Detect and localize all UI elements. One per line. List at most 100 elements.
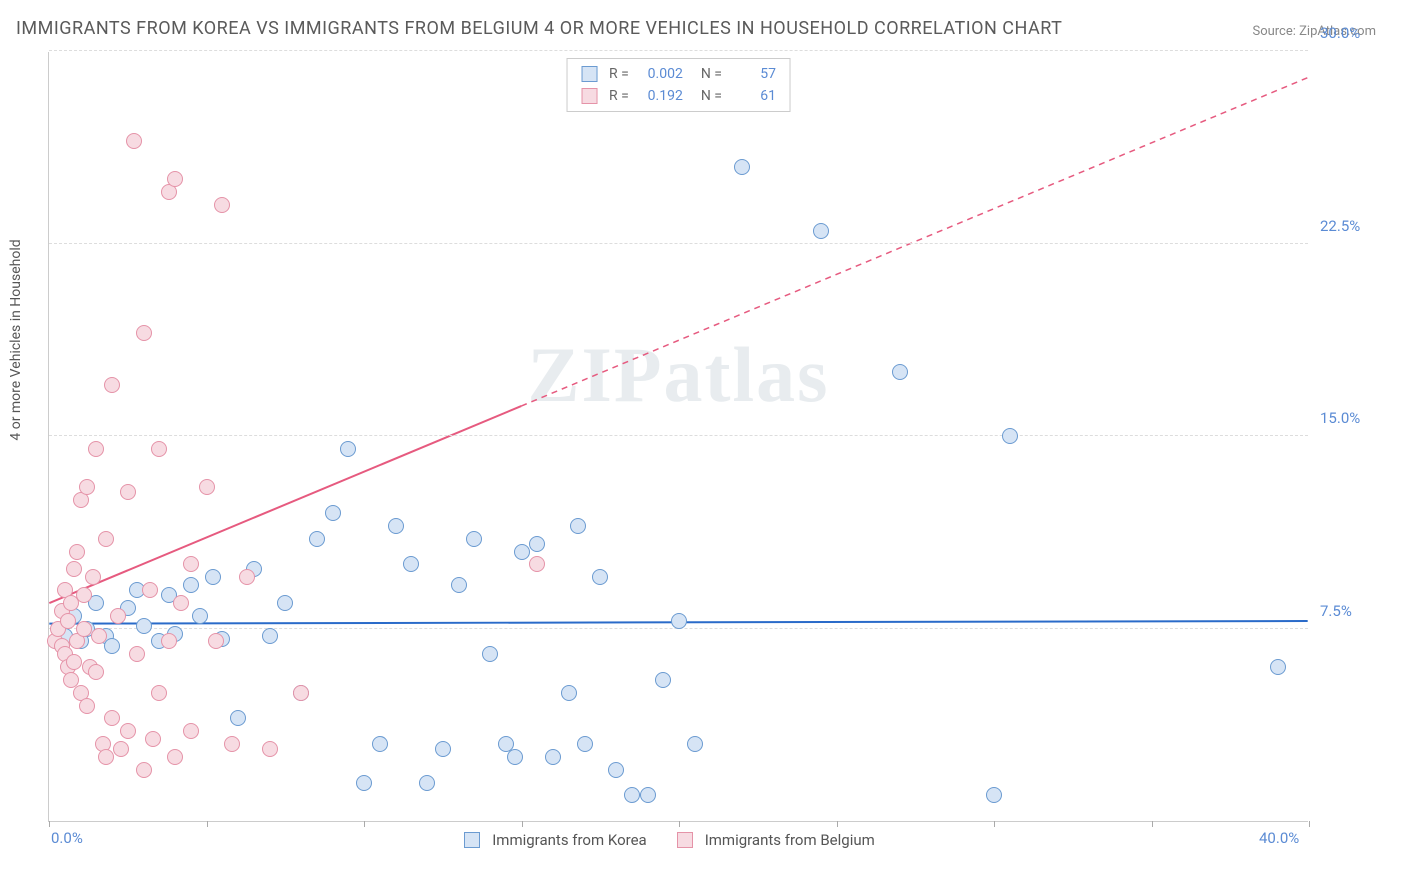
data-point: [561, 685, 577, 701]
data-point: [136, 618, 152, 634]
data-point: [208, 633, 224, 649]
x-tick: [994, 821, 995, 827]
data-point: [529, 536, 545, 552]
data-point: [592, 569, 608, 585]
data-point: [325, 505, 341, 521]
data-point: [79, 698, 95, 714]
data-point: [151, 441, 167, 457]
data-point: [183, 556, 199, 572]
data-point: [136, 325, 152, 341]
data-point: [104, 377, 120, 393]
x-tick: [49, 821, 50, 827]
data-point: [813, 223, 829, 239]
data-point: [183, 577, 199, 593]
data-point: [214, 197, 230, 213]
data-point: [66, 654, 82, 670]
stat-label: R =: [609, 63, 629, 85]
data-point: [183, 723, 199, 739]
data-point: [986, 787, 1002, 803]
data-point: [88, 441, 104, 457]
data-point: [161, 633, 177, 649]
data-point: [608, 762, 624, 778]
data-point: [514, 544, 530, 560]
x-tick: [364, 821, 365, 827]
data-point: [451, 577, 467, 593]
data-point: [88, 664, 104, 680]
stat-label: N =: [701, 85, 722, 107]
data-point: [110, 608, 126, 624]
data-point: [403, 556, 419, 572]
data-point: [167, 171, 183, 187]
n-value: 61: [728, 85, 776, 107]
data-point: [529, 556, 545, 572]
series-legend: Immigrants from KoreaImmigrants from Bel…: [49, 830, 1308, 849]
y-axis-title: 4 or more Vehicles in Household: [8, 239, 24, 440]
data-point: [230, 710, 246, 726]
data-point: [192, 608, 208, 624]
data-point: [340, 441, 356, 457]
y-tick-label: 30.0%: [1320, 24, 1380, 42]
data-point: [309, 531, 325, 547]
data-point: [640, 787, 656, 803]
data-point: [167, 749, 183, 765]
data-point: [262, 741, 278, 757]
legend-swatch: [581, 88, 597, 104]
data-point: [199, 479, 215, 495]
legend-swatch: [581, 66, 597, 82]
x-tick: [1309, 821, 1310, 827]
data-point: [507, 749, 523, 765]
data-point: [356, 775, 372, 791]
data-point: [91, 628, 107, 644]
data-point: [293, 685, 309, 701]
data-point: [205, 569, 221, 585]
stats-legend-row: R =0.192N =61: [581, 85, 776, 107]
data-point: [66, 561, 82, 577]
y-tick-label: 7.5%: [1320, 602, 1380, 620]
x-tick: [679, 821, 680, 827]
r-value: 0.192: [635, 85, 683, 107]
data-point: [60, 613, 76, 629]
data-point: [388, 518, 404, 534]
legend-label: Immigrants from Belgium: [705, 831, 875, 849]
x-tick-label: 40.0%: [1259, 829, 1299, 847]
trend-lines-layer: [49, 52, 1308, 821]
data-point: [655, 672, 671, 688]
data-point: [136, 762, 152, 778]
data-point: [151, 685, 167, 701]
data-point: [262, 628, 278, 644]
data-point: [79, 479, 95, 495]
data-point: [1270, 659, 1286, 675]
data-point: [687, 736, 703, 752]
x-tick-label: 0.0%: [51, 829, 83, 847]
data-point: [1002, 428, 1018, 444]
data-point: [76, 587, 92, 603]
gridline: [49, 50, 1308, 51]
data-point: [69, 544, 85, 560]
data-point: [277, 595, 293, 611]
x-tick: [1152, 821, 1153, 827]
data-point: [76, 621, 92, 637]
gridline: [49, 243, 1308, 244]
watermark-text: ZIPatlas: [527, 330, 829, 420]
data-point: [577, 736, 593, 752]
data-point: [129, 646, 145, 662]
data-point: [173, 595, 189, 611]
chart-title: IMMIGRANTS FROM KOREA VS IMMIGRANTS FROM…: [16, 18, 1062, 39]
gridline: [49, 435, 1308, 436]
data-point: [145, 731, 161, 747]
data-point: [120, 484, 136, 500]
data-point: [466, 531, 482, 547]
data-point: [570, 518, 586, 534]
data-point: [435, 741, 451, 757]
data-point: [98, 749, 114, 765]
scatter-chart: ZIPatlas R =0.002N =57R =0.192N =61 Immi…: [48, 52, 1308, 822]
stats-legend: R =0.002N =57R =0.192N =61: [566, 58, 791, 112]
data-point: [892, 364, 908, 380]
data-point: [104, 638, 120, 654]
data-point: [545, 749, 561, 765]
data-point: [624, 787, 640, 803]
data-point: [126, 133, 142, 149]
r-value: 0.002: [635, 63, 683, 85]
x-tick: [837, 821, 838, 827]
y-tick-label: 15.0%: [1320, 409, 1380, 427]
